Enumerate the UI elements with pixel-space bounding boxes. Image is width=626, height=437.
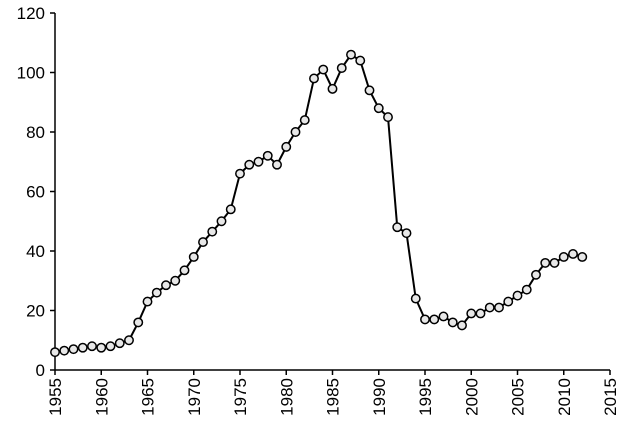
data-point <box>429 314 440 325</box>
data-point <box>383 112 393 123</box>
data-point <box>235 168 245 179</box>
y-tick-label: 80 <box>26 123 45 142</box>
data-point <box>59 345 70 356</box>
data-point <box>170 275 181 286</box>
data-point <box>373 103 384 114</box>
data-point <box>262 150 273 161</box>
x-tick-label: 2005 <box>509 378 528 416</box>
data-point <box>336 63 347 73</box>
data-point <box>531 269 541 280</box>
x-tick-label: 1985 <box>324 378 343 416</box>
x-tick-label: 1975 <box>231 378 250 416</box>
data-point <box>392 222 403 233</box>
data-point <box>318 64 329 75</box>
data-point <box>179 265 190 276</box>
data-point <box>438 311 449 322</box>
data-point <box>457 320 467 331</box>
data-point <box>401 228 412 239</box>
x-tick-label: 1960 <box>92 378 111 416</box>
data-point <box>87 341 97 352</box>
data-point <box>105 341 116 352</box>
x-tick-label: 1970 <box>185 378 204 416</box>
data-point <box>225 204 236 215</box>
y-tick-label: 60 <box>26 183 45 202</box>
data-point <box>142 296 153 307</box>
data-point <box>96 342 107 353</box>
data-point <box>521 284 532 295</box>
data-point <box>475 308 486 319</box>
data-point <box>494 302 504 313</box>
y-tick-label: 100 <box>17 64 45 83</box>
data-point <box>540 257 551 268</box>
x-tick-label: 2015 <box>601 378 620 416</box>
x-tick-label: 1990 <box>370 378 389 416</box>
data-point <box>114 338 125 349</box>
data-point <box>577 252 588 262</box>
data-point <box>272 159 282 170</box>
data-point <box>207 226 218 237</box>
data-point <box>503 296 514 307</box>
data-point <box>549 257 560 268</box>
data-point <box>68 344 79 355</box>
data-point <box>364 85 375 96</box>
data-point <box>558 252 569 262</box>
data-point <box>327 83 338 94</box>
data-point <box>77 342 88 353</box>
y-tick-label: 0 <box>36 361 45 380</box>
data-point <box>355 55 366 66</box>
data-point <box>188 252 199 262</box>
data-point <box>568 249 578 259</box>
data-point <box>410 293 421 304</box>
x-tick-label: 2010 <box>555 378 574 416</box>
x-tick-label: 1955 <box>46 378 65 416</box>
data-point <box>447 317 458 328</box>
data-point <box>50 347 60 358</box>
data-point <box>281 141 292 152</box>
data-point <box>216 216 227 227</box>
data-point <box>309 73 319 84</box>
y-tick-label: 120 <box>17 4 45 23</box>
data-point <box>198 237 208 248</box>
data-point <box>133 317 144 328</box>
data-point <box>512 290 523 301</box>
x-tick-label: 2000 <box>462 378 481 416</box>
y-tick-label: 20 <box>26 302 45 321</box>
data-point <box>484 302 495 313</box>
data-point <box>244 159 255 170</box>
data-point <box>466 308 477 319</box>
x-tick-label: 1965 <box>139 378 158 416</box>
data-point <box>151 287 162 298</box>
data-point <box>253 156 264 167</box>
x-tick-label: 1980 <box>277 378 296 416</box>
y-tick-label: 40 <box>26 242 45 261</box>
data-point <box>161 280 171 291</box>
data-point <box>346 49 356 60</box>
data-point <box>420 314 430 325</box>
data-point <box>290 127 301 137</box>
data-point <box>124 335 134 346</box>
data-point <box>299 115 310 126</box>
x-tick-label: 1995 <box>416 378 435 416</box>
